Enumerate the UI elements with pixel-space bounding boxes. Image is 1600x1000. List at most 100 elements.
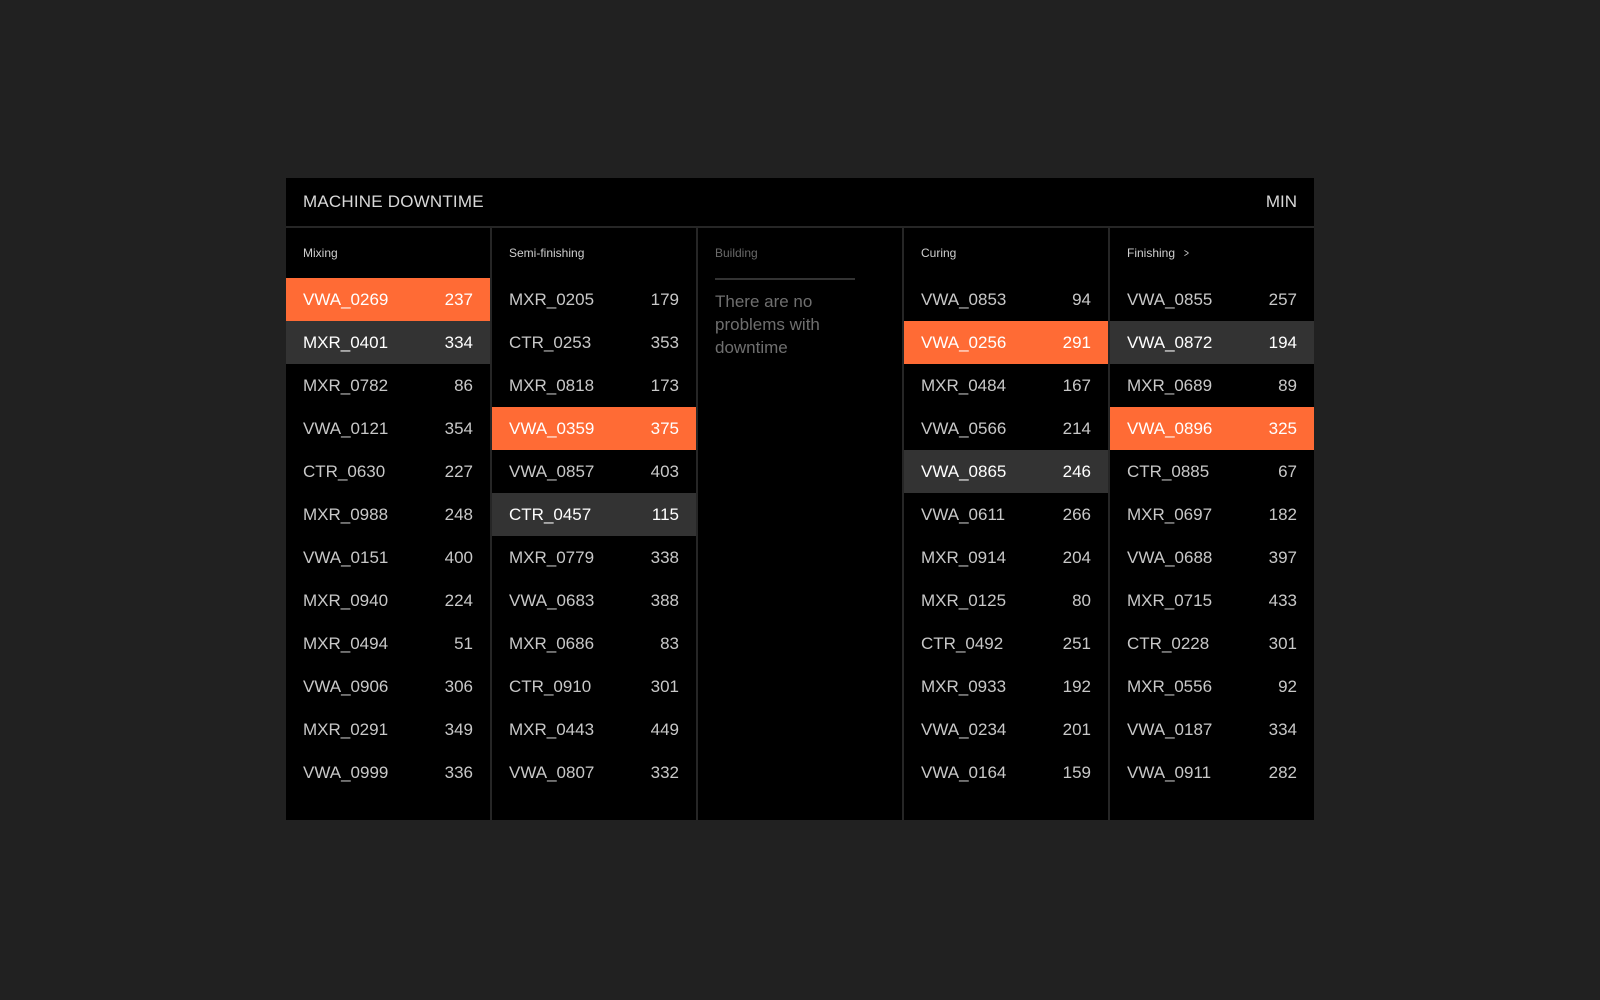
- machine-row[interactable]: VWA_0256 291: [904, 321, 1108, 364]
- panel-header: MACHINE DOWNTIME MIN: [286, 178, 1314, 228]
- machine-row[interactable]: CTR_0253 353: [492, 321, 696, 364]
- downtime-value: 83: [660, 633, 679, 653]
- downtime-value: 282: [1268, 762, 1297, 782]
- machine-row[interactable]: VWA_0683 388: [492, 579, 696, 622]
- machine-id: MXR_0443: [509, 719, 595, 739]
- downtime-value: 403: [650, 461, 679, 481]
- machine-id: MXR_0715: [1127, 590, 1213, 610]
- machine-id: VWA_0857: [509, 461, 595, 481]
- machine-id: VWA_0872: [1127, 332, 1213, 352]
- machine-row[interactable]: VWA_0807 332: [492, 751, 696, 794]
- machine-id: VWA_0906: [303, 676, 389, 696]
- machine-id: CTR_0630: [303, 461, 386, 481]
- column-label: Building: [715, 246, 758, 260]
- machine-row[interactable]: VWA_0234 201: [904, 708, 1108, 751]
- machine-row[interactable]: VWA_0121 354: [286, 407, 490, 450]
- panel-title: MACHINE DOWNTIME: [303, 192, 484, 211]
- downtime-value: 325: [1268, 418, 1297, 438]
- machine-row[interactable]: VWA_0359 375: [492, 407, 696, 450]
- machine-row[interactable]: VWA_0611 266: [904, 493, 1108, 536]
- machine-row[interactable]: CTR_0885 67: [1110, 450, 1314, 493]
- machine-id: MXR_0125: [921, 590, 1007, 610]
- machine-row[interactable]: MXR_0914 204: [904, 536, 1108, 579]
- machine-row[interactable]: VWA_0151 400: [286, 536, 490, 579]
- machine-row[interactable]: MXR_0715 433: [1110, 579, 1314, 622]
- machine-id: MXR_0556: [1127, 676, 1213, 696]
- machine-row[interactable]: CTR_0630 227: [286, 450, 490, 493]
- machine-row[interactable]: MXR_0291 349: [286, 708, 490, 751]
- machine-id: MXR_0689: [1127, 375, 1213, 395]
- downtime-value: 227: [444, 461, 473, 481]
- column-label: Curing: [921, 246, 957, 260]
- machine-row[interactable]: MXR_0782 86: [286, 364, 490, 407]
- machine-row[interactable]: MXR_0686 83: [492, 622, 696, 665]
- downtime-value: 159: [1062, 762, 1091, 782]
- downtime-value: 266: [1062, 504, 1091, 524]
- machine-id: VWA_0164: [921, 762, 1007, 782]
- machine-id: MXR_0484: [921, 375, 1007, 395]
- machine-row[interactable]: MXR_0818 173: [492, 364, 696, 407]
- downtime-value: 306: [444, 676, 473, 696]
- machine-row[interactable]: MXR_0556 92: [1110, 665, 1314, 708]
- column-header-finishing[interactable]: Finishing >: [1110, 228, 1314, 278]
- machine-list: VWA_0855 257 VWA_0872 194 MXR_0689 89 VWA_0896…: [1110, 278, 1314, 794]
- machine-row[interactable]: MXR_0689 89: [1110, 364, 1314, 407]
- chevron-right-icon[interactable]: >: [1184, 246, 1189, 260]
- machine-id: MXR_0818: [509, 375, 595, 395]
- machine-row[interactable]: MXR_0779 338: [492, 536, 696, 579]
- machine-row[interactable]: VWA_0999 336: [286, 751, 490, 794]
- machine-id: VWA_0807: [509, 762, 595, 782]
- machine-id: VWA_0151: [303, 547, 389, 567]
- machine-row[interactable]: VWA_0269 237: [286, 278, 490, 321]
- machine-id: VWA_0566: [921, 418, 1007, 438]
- column-header-building: Building: [698, 228, 902, 278]
- machine-row[interactable]: MXR_0697 182: [1110, 493, 1314, 536]
- machine-row[interactable]: VWA_0187 334: [1110, 708, 1314, 751]
- machine-row[interactable]: CTR_0457 115: [492, 493, 696, 536]
- machine-row[interactable]: VWA_0688 397: [1110, 536, 1314, 579]
- machine-id: VWA_0683: [509, 590, 595, 610]
- machine-row[interactable]: CTR_0910 301: [492, 665, 696, 708]
- machine-row[interactable]: VWA_0566 214: [904, 407, 1108, 450]
- machine-id: VWA_0256: [921, 332, 1007, 352]
- machine-row[interactable]: MXR_0205 179: [492, 278, 696, 321]
- machine-row[interactable]: MXR_0933 192: [904, 665, 1108, 708]
- downtime-value: 224: [444, 590, 473, 610]
- machine-row[interactable]: VWA_0857 403: [492, 450, 696, 493]
- machine-row[interactable]: MXR_0940 224: [286, 579, 490, 622]
- machine-row[interactable]: MXR_0443 449: [492, 708, 696, 751]
- machine-id: VWA_0688: [1127, 547, 1213, 567]
- machine-id: MXR_0914: [921, 547, 1007, 567]
- downtime-value: 237: [444, 289, 473, 309]
- downtime-value: 115: [651, 504, 679, 524]
- machine-row[interactable]: CTR_0492 251: [904, 622, 1108, 665]
- machine-row[interactable]: MXR_0484 167: [904, 364, 1108, 407]
- machine-row[interactable]: VWA_0853 94: [904, 278, 1108, 321]
- downtime-value: 433: [1268, 590, 1297, 610]
- machine-id: MXR_0494: [303, 633, 389, 653]
- downtime-value: 353: [650, 332, 679, 352]
- machine-id: MXR_0697: [1127, 504, 1213, 524]
- machine-id: VWA_0999: [303, 762, 389, 782]
- machine-row[interactable]: VWA_0911 282: [1110, 751, 1314, 794]
- downtime-value: 334: [444, 332, 473, 352]
- downtime-value: 204: [1062, 547, 1091, 567]
- machine-row[interactable]: VWA_0872 194: [1110, 321, 1314, 364]
- downtime-value: 301: [1268, 633, 1297, 653]
- machine-row[interactable]: MXR_0494 51: [286, 622, 490, 665]
- downtime-value: 349: [444, 719, 473, 739]
- column-label: Finishing: [1127, 246, 1176, 260]
- machine-row[interactable]: VWA_0865 246: [904, 450, 1108, 493]
- machine-row[interactable]: VWA_0855 257: [1110, 278, 1314, 321]
- machine-row[interactable]: VWA_0896 325: [1110, 407, 1314, 450]
- machine-row[interactable]: MXR_0125 80: [904, 579, 1108, 622]
- machine-row[interactable]: MXR_0401 334: [286, 321, 490, 364]
- machine-row[interactable]: MXR_0988 248: [286, 493, 490, 536]
- machine-id: VWA_0234: [921, 719, 1007, 739]
- downtime-value: 336: [444, 762, 473, 782]
- machine-id: VWA_0187: [1127, 719, 1213, 739]
- machine-row[interactable]: VWA_0164 159: [904, 751, 1108, 794]
- downtime-value: 179: [650, 289, 679, 309]
- machine-row[interactable]: VWA_0906 306: [286, 665, 490, 708]
- machine-row[interactable]: CTR_0228 301: [1110, 622, 1314, 665]
